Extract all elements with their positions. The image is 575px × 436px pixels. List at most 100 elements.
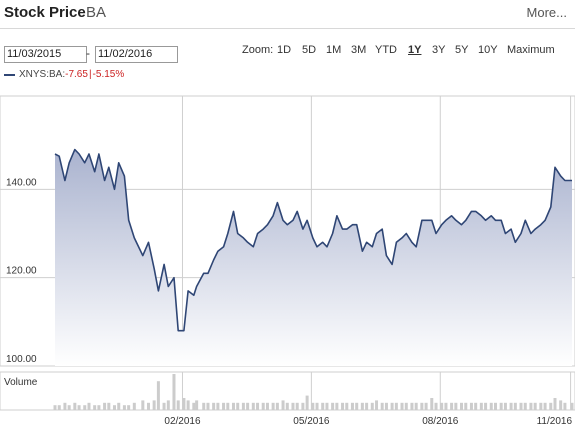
volume-bar	[325, 402, 329, 410]
zoom-1d[interactable]: 1D	[277, 44, 292, 56]
volume-bar	[295, 402, 299, 410]
volume-bar	[271, 402, 275, 410]
zoom-1y[interactable]: 1Y	[408, 44, 422, 56]
volume-bar	[241, 402, 245, 410]
price-line	[54, 148, 572, 332]
volume-bar	[499, 402, 503, 410]
volume-bar	[563, 402, 567, 410]
volume-bar	[549, 402, 553, 410]
volume-bar	[301, 402, 305, 410]
more-link[interactable]: More...	[526, 5, 567, 20]
volume-panel	[53, 374, 574, 410]
volume-bar	[360, 402, 364, 410]
volume-bar	[261, 402, 265, 410]
volume-bar	[93, 405, 97, 410]
volume-bar	[444, 402, 448, 410]
volume-bar	[291, 402, 295, 410]
volume-bar	[265, 402, 269, 410]
zoom-5d[interactable]: 5D	[302, 44, 317, 56]
volume-bar	[77, 405, 81, 410]
volume-bar	[87, 402, 91, 410]
volume-bar	[394, 402, 398, 410]
date-separator: -	[86, 46, 90, 60]
volume-bar	[53, 405, 57, 410]
volume-bar	[450, 402, 454, 410]
volume-bar	[166, 400, 170, 410]
volume-bar	[370, 402, 374, 410]
volume-bar	[529, 402, 533, 410]
volume-bar	[97, 405, 101, 410]
volume-bar	[186, 400, 190, 410]
zoom-3y[interactable]: 3Y	[432, 44, 446, 56]
volume-bar	[216, 402, 220, 410]
volume-bar	[570, 402, 574, 410]
legend-symbol: XNYS:BA:	[19, 69, 66, 80]
volume-bar	[63, 402, 67, 410]
volume-bar	[460, 402, 464, 410]
volume-bar	[132, 402, 136, 410]
zoom-10y[interactable]: 10Y	[478, 44, 498, 56]
volume-bar	[246, 402, 250, 410]
volume-bar	[172, 374, 176, 410]
volume-bar	[127, 405, 131, 410]
y-tick-label: 120.00	[6, 266, 37, 277]
volume-bar	[321, 402, 325, 410]
volume-bar	[489, 402, 493, 410]
volume-bar	[122, 405, 126, 410]
legend-separator: |	[88, 69, 92, 80]
volume-bar	[251, 402, 255, 410]
volume-bar	[103, 402, 107, 410]
x-axis-labels: 02/2016 05/2016 08/2016 11/2016	[164, 416, 572, 427]
volume-bar	[430, 398, 434, 410]
volume-bar	[112, 405, 116, 410]
volume-bar	[107, 402, 111, 410]
end-date-input[interactable]	[95, 46, 178, 63]
page-title: Stock Price	[4, 4, 86, 21]
x-tick-label: 11/2016	[537, 416, 573, 427]
zoom-3m[interactable]: 3M	[351, 44, 367, 56]
volume-bar	[414, 402, 418, 410]
volume-bar	[192, 402, 196, 410]
volume-bar	[176, 400, 180, 410]
volume-bar	[146, 402, 150, 410]
y-axis-labels: 100.00 120.00 140.00	[6, 177, 37, 365]
volume-bar	[404, 402, 408, 410]
volume-bar	[281, 400, 285, 410]
volume-bar	[355, 402, 359, 410]
volume-bar	[380, 402, 384, 410]
volume-bar	[285, 402, 289, 410]
start-date-input[interactable]	[4, 46, 87, 63]
zoom-label: Zoom:	[242, 44, 274, 56]
volume-bar	[410, 402, 414, 410]
volume-bar	[533, 402, 537, 410]
zoom-ytd[interactable]: YTD	[375, 44, 397, 56]
zoom-1m[interactable]: 1M	[326, 44, 342, 56]
volume-bar	[212, 402, 216, 410]
volume-bar	[479, 402, 483, 410]
volume-bar	[162, 402, 166, 410]
volume-bar	[182, 398, 186, 410]
volume-bar	[539, 402, 543, 410]
x-tick-label: 08/2016	[422, 416, 459, 427]
volume-bar	[509, 402, 513, 410]
volume-bar	[365, 402, 369, 410]
volume-bar	[345, 402, 349, 410]
ticker-symbol: BA	[86, 4, 107, 21]
volume-bar	[464, 402, 468, 410]
volume-bar	[206, 402, 210, 410]
volume-bar	[390, 402, 394, 410]
zoom-5y[interactable]: 5Y	[455, 44, 469, 56]
volume-bar	[523, 402, 527, 410]
legend-swatch	[4, 73, 15, 76]
volume-bar	[384, 402, 388, 410]
volume-bar	[311, 402, 315, 410]
price-area	[55, 149, 572, 366]
volume-bar	[424, 402, 428, 410]
zoom-maximum[interactable]: Maximum	[507, 44, 555, 56]
volume-bar	[67, 405, 71, 410]
volume-bar	[440, 402, 444, 410]
area-layer	[55, 149, 572, 366]
header-divider	[0, 28, 575, 29]
volume-bar	[559, 400, 563, 410]
